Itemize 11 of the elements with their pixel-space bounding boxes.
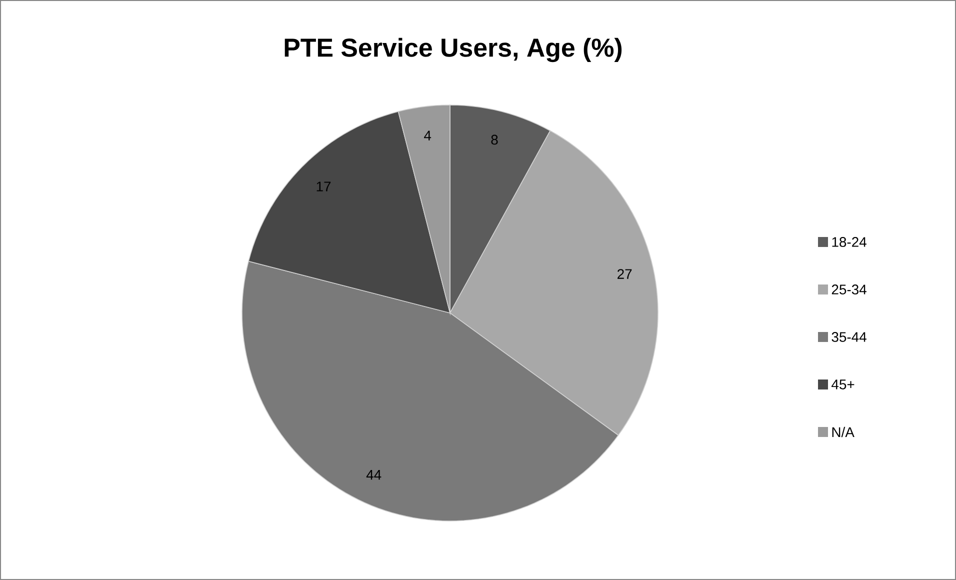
- data-label: 17: [316, 182, 331, 192]
- legend-label: 18-24: [832, 237, 866, 247]
- legend-label: 35-44: [832, 332, 866, 342]
- data-label: 4: [424, 130, 432, 140]
- legend-label: 45+: [832, 380, 854, 390]
- legend-label: 25-34: [832, 284, 866, 294]
- data-label: 44: [366, 470, 382, 480]
- legend-label: N/A: [832, 426, 854, 438]
- data-label: 27: [618, 269, 632, 279]
- data-label: 8: [491, 134, 498, 145]
- chart-title: PTE Service Users, Age (%): [284, 38, 622, 62]
